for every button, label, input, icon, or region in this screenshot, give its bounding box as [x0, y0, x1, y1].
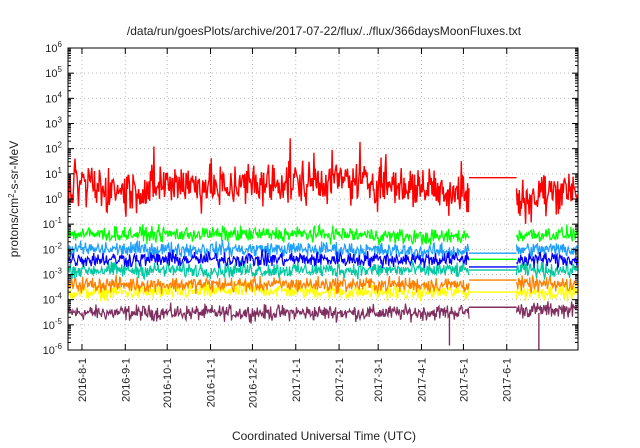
y-tick-label: 106 — [45, 40, 62, 55]
y-tick-label: 100 — [45, 191, 62, 206]
series-line — [68, 259, 470, 281]
x-tick-label: 2017-5-1 — [458, 358, 470, 402]
series-line — [515, 301, 578, 319]
series-line — [68, 302, 470, 324]
x-tick-label: 2017-4-1 — [417, 358, 429, 402]
y-tick-label: 105 — [45, 65, 62, 80]
series-line — [515, 173, 578, 224]
series-line — [515, 242, 578, 259]
y-tick-label: 104 — [45, 90, 62, 105]
y-tick-label: 10-4 — [43, 292, 63, 307]
series-line — [68, 280, 470, 302]
x-tick-label: 2017-2-1 — [334, 358, 346, 402]
series-line — [515, 251, 578, 271]
x-axis-ticks: 2016-8-1 2016-9-1 2016-10-1 2016-11-1 2016-1… — [77, 48, 514, 408]
series-line — [515, 282, 578, 302]
y-axis-label: protons/cm2-s-sr-MeV — [7, 141, 21, 257]
y-tick-label: 10-1 — [43, 216, 63, 231]
x-tick-label: 2017-6-1 — [502, 358, 514, 402]
y-tick-label: 10-2 — [43, 241, 63, 256]
y-tick-label: 10-5 — [43, 317, 63, 332]
x-tick-label: 2016-12-1 — [247, 358, 259, 408]
y-tick-label: 102 — [45, 141, 62, 156]
x-tick-label: 2016-9-1 — [120, 358, 132, 402]
x-axis-label: Coordinated Universal Time (UTC) — [232, 429, 416, 443]
chart-title: /data/run/goesPlots/archive/2017-07-22/f… — [127, 24, 522, 38]
x-tick-label: 2017-1-1 — [291, 358, 303, 402]
series-layer — [68, 138, 578, 350]
y-axis-ticks: 10-6 10-5 10-4 10-3 10-2 10-1 100 101 102 103 104 1… — [43, 40, 578, 357]
series-line — [68, 249, 470, 269]
series-line — [68, 138, 470, 217]
y-tick-label: 103 — [45, 116, 62, 131]
x-tick-label: 2017-3-1 — [373, 358, 385, 402]
y-tick-label: 10-3 — [43, 267, 63, 282]
series-line — [515, 224, 578, 242]
x-tick-label: 2016-8-1 — [77, 358, 89, 402]
x-tick-label: 2016-11-1 — [206, 358, 218, 407]
series-line — [68, 275, 470, 295]
series-line — [68, 223, 470, 246]
series-line — [68, 239, 470, 260]
x-tick-label: 2016-10-1 — [162, 358, 174, 408]
series-line — [515, 275, 578, 294]
y-tick-label: 10-6 — [43, 342, 63, 357]
y-tick-label: 101 — [45, 166, 62, 181]
